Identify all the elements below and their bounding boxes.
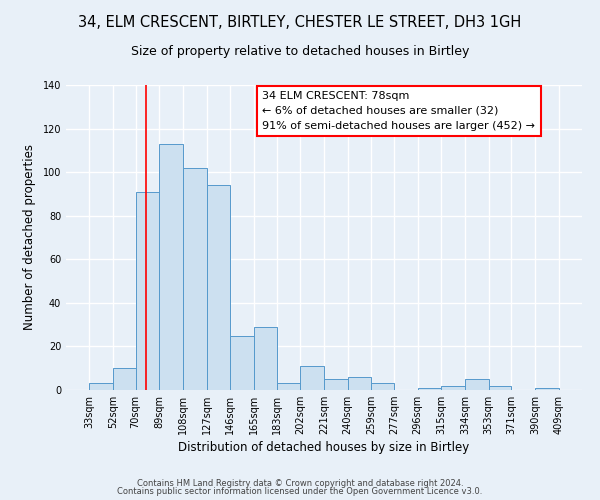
Text: Size of property relative to detached houses in Birtley: Size of property relative to detached ho… [131, 45, 469, 58]
Bar [277, 384, 300, 390]
Bar [183, 168, 207, 390]
Bar [348, 377, 371, 390]
Bar [113, 368, 136, 390]
Bar [418, 388, 441, 390]
Bar [535, 388, 559, 390]
Text: 34 ELM CRESCENT: 78sqm
← 6% of detached houses are smaller (32)
91% of semi-deta: 34 ELM CRESCENT: 78sqm ← 6% of detached … [262, 91, 535, 130]
Bar [324, 379, 348, 390]
Bar [207, 185, 230, 390]
X-axis label: Distribution of detached houses by size in Birtley: Distribution of detached houses by size … [178, 442, 470, 454]
Bar [230, 336, 254, 390]
Bar [136, 192, 160, 390]
Bar [160, 144, 183, 390]
Y-axis label: Number of detached properties: Number of detached properties [23, 144, 35, 330]
Bar [441, 386, 465, 390]
Bar [300, 366, 324, 390]
Bar [254, 327, 277, 390]
Bar [89, 384, 113, 390]
Bar [371, 384, 394, 390]
Text: 34, ELM CRESCENT, BIRTLEY, CHESTER LE STREET, DH3 1GH: 34, ELM CRESCENT, BIRTLEY, CHESTER LE ST… [79, 15, 521, 30]
Bar [465, 379, 488, 390]
Bar [488, 386, 511, 390]
Text: Contains public sector information licensed under the Open Government Licence v3: Contains public sector information licen… [118, 487, 482, 496]
Text: Contains HM Land Registry data © Crown copyright and database right 2024.: Contains HM Land Registry data © Crown c… [137, 478, 463, 488]
